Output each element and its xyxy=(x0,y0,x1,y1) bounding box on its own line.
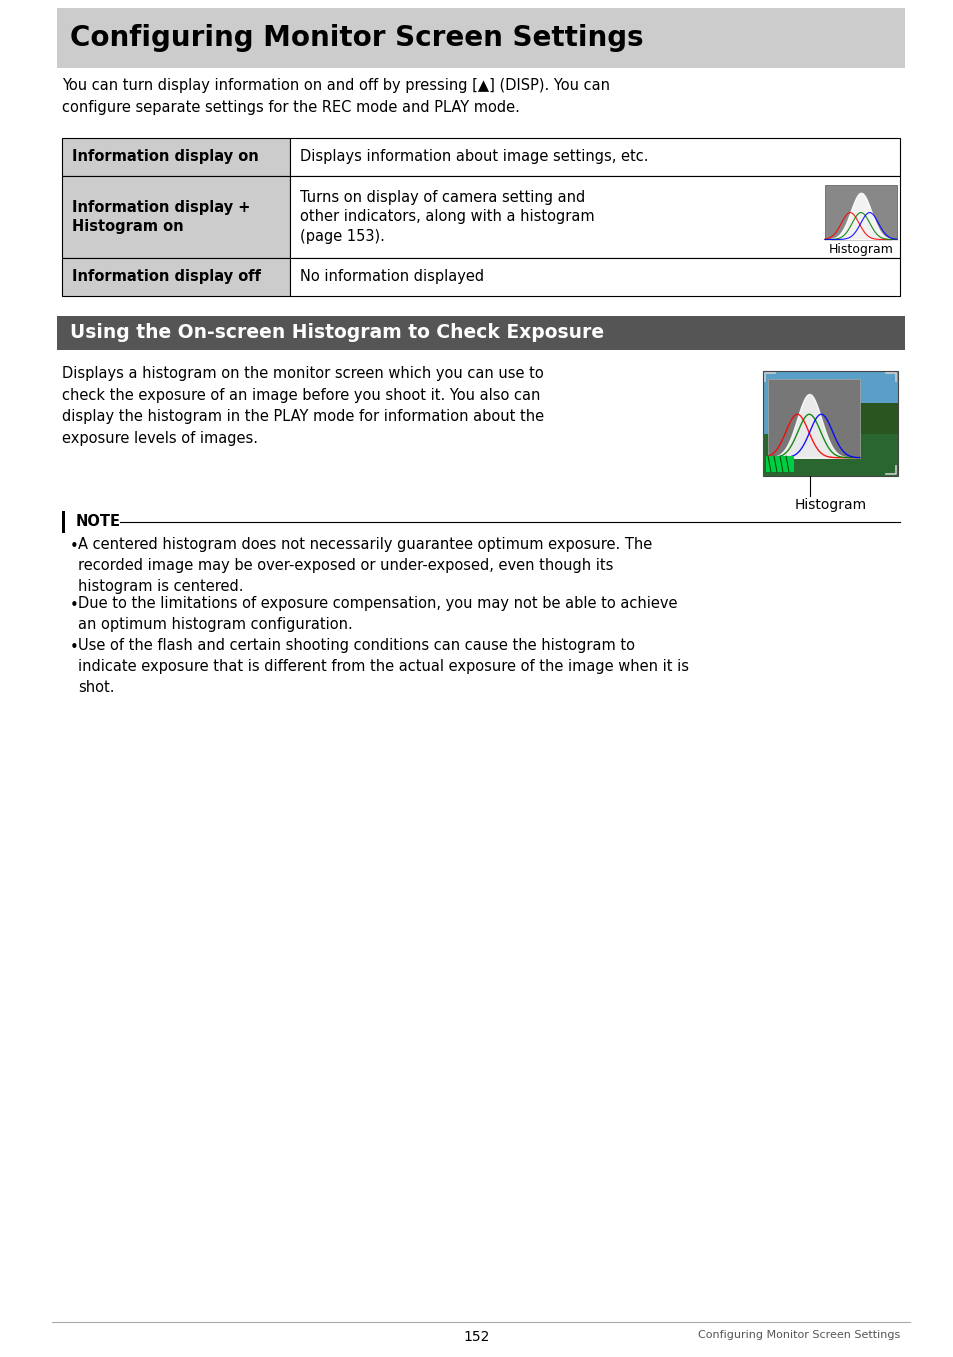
Text: 152: 152 xyxy=(463,1330,490,1343)
Bar xyxy=(824,185,896,239)
Text: You can turn display information on and off by pressing [▲] (DISP). You can
conf: You can turn display information on and … xyxy=(62,77,609,114)
Text: Due to the limitations of exposure compensation, you may not be able to achieve
: Due to the limitations of exposure compe… xyxy=(78,596,677,632)
Text: •: • xyxy=(70,641,79,655)
Text: Configuring Monitor Screen Settings: Configuring Monitor Screen Settings xyxy=(70,24,643,52)
Bar xyxy=(290,176,899,258)
Text: Displays information about image settings, etc.: Displays information about image setting… xyxy=(299,149,648,164)
Text: Histogram: Histogram xyxy=(828,243,893,256)
Bar xyxy=(767,379,859,457)
Text: NOTE: NOTE xyxy=(76,514,121,529)
Bar xyxy=(62,512,65,533)
Bar xyxy=(290,258,899,296)
Text: Configuring Monitor Screen Settings: Configuring Monitor Screen Settings xyxy=(697,1330,899,1339)
Text: Using the On-screen Histogram to Check Exposure: Using the On-screen Histogram to Check E… xyxy=(70,323,603,342)
Bar xyxy=(762,370,897,476)
Bar xyxy=(843,403,897,434)
Text: Displays a histogram on the monitor screen which you can use to
check the exposu: Displays a histogram on the monitor scre… xyxy=(62,366,543,446)
Text: •: • xyxy=(70,539,79,554)
Text: Turns on display of camera setting and
other indicators, along with a histogram
: Turns on display of camera setting and o… xyxy=(299,190,594,244)
Text: •: • xyxy=(70,598,79,613)
Text: Information display +
Histogram on: Information display + Histogram on xyxy=(71,199,250,235)
Bar xyxy=(57,316,904,350)
Bar xyxy=(62,176,290,258)
Text: A centered histogram does not necessarily guarantee optimum exposure. The
record: A centered histogram does not necessaril… xyxy=(78,537,652,594)
Text: Histogram: Histogram xyxy=(794,498,865,512)
Bar xyxy=(765,456,793,472)
Bar xyxy=(762,434,897,476)
Bar xyxy=(62,258,290,296)
Text: No information displayed: No information displayed xyxy=(299,270,483,285)
Bar xyxy=(290,138,899,176)
Text: Information display off: Information display off xyxy=(71,270,261,285)
Bar xyxy=(62,138,290,176)
Text: Information display on: Information display on xyxy=(71,149,258,164)
Bar xyxy=(57,8,904,68)
Text: Use of the flash and certain shooting conditions can cause the histogram to
indi: Use of the flash and certain shooting co… xyxy=(78,638,688,695)
